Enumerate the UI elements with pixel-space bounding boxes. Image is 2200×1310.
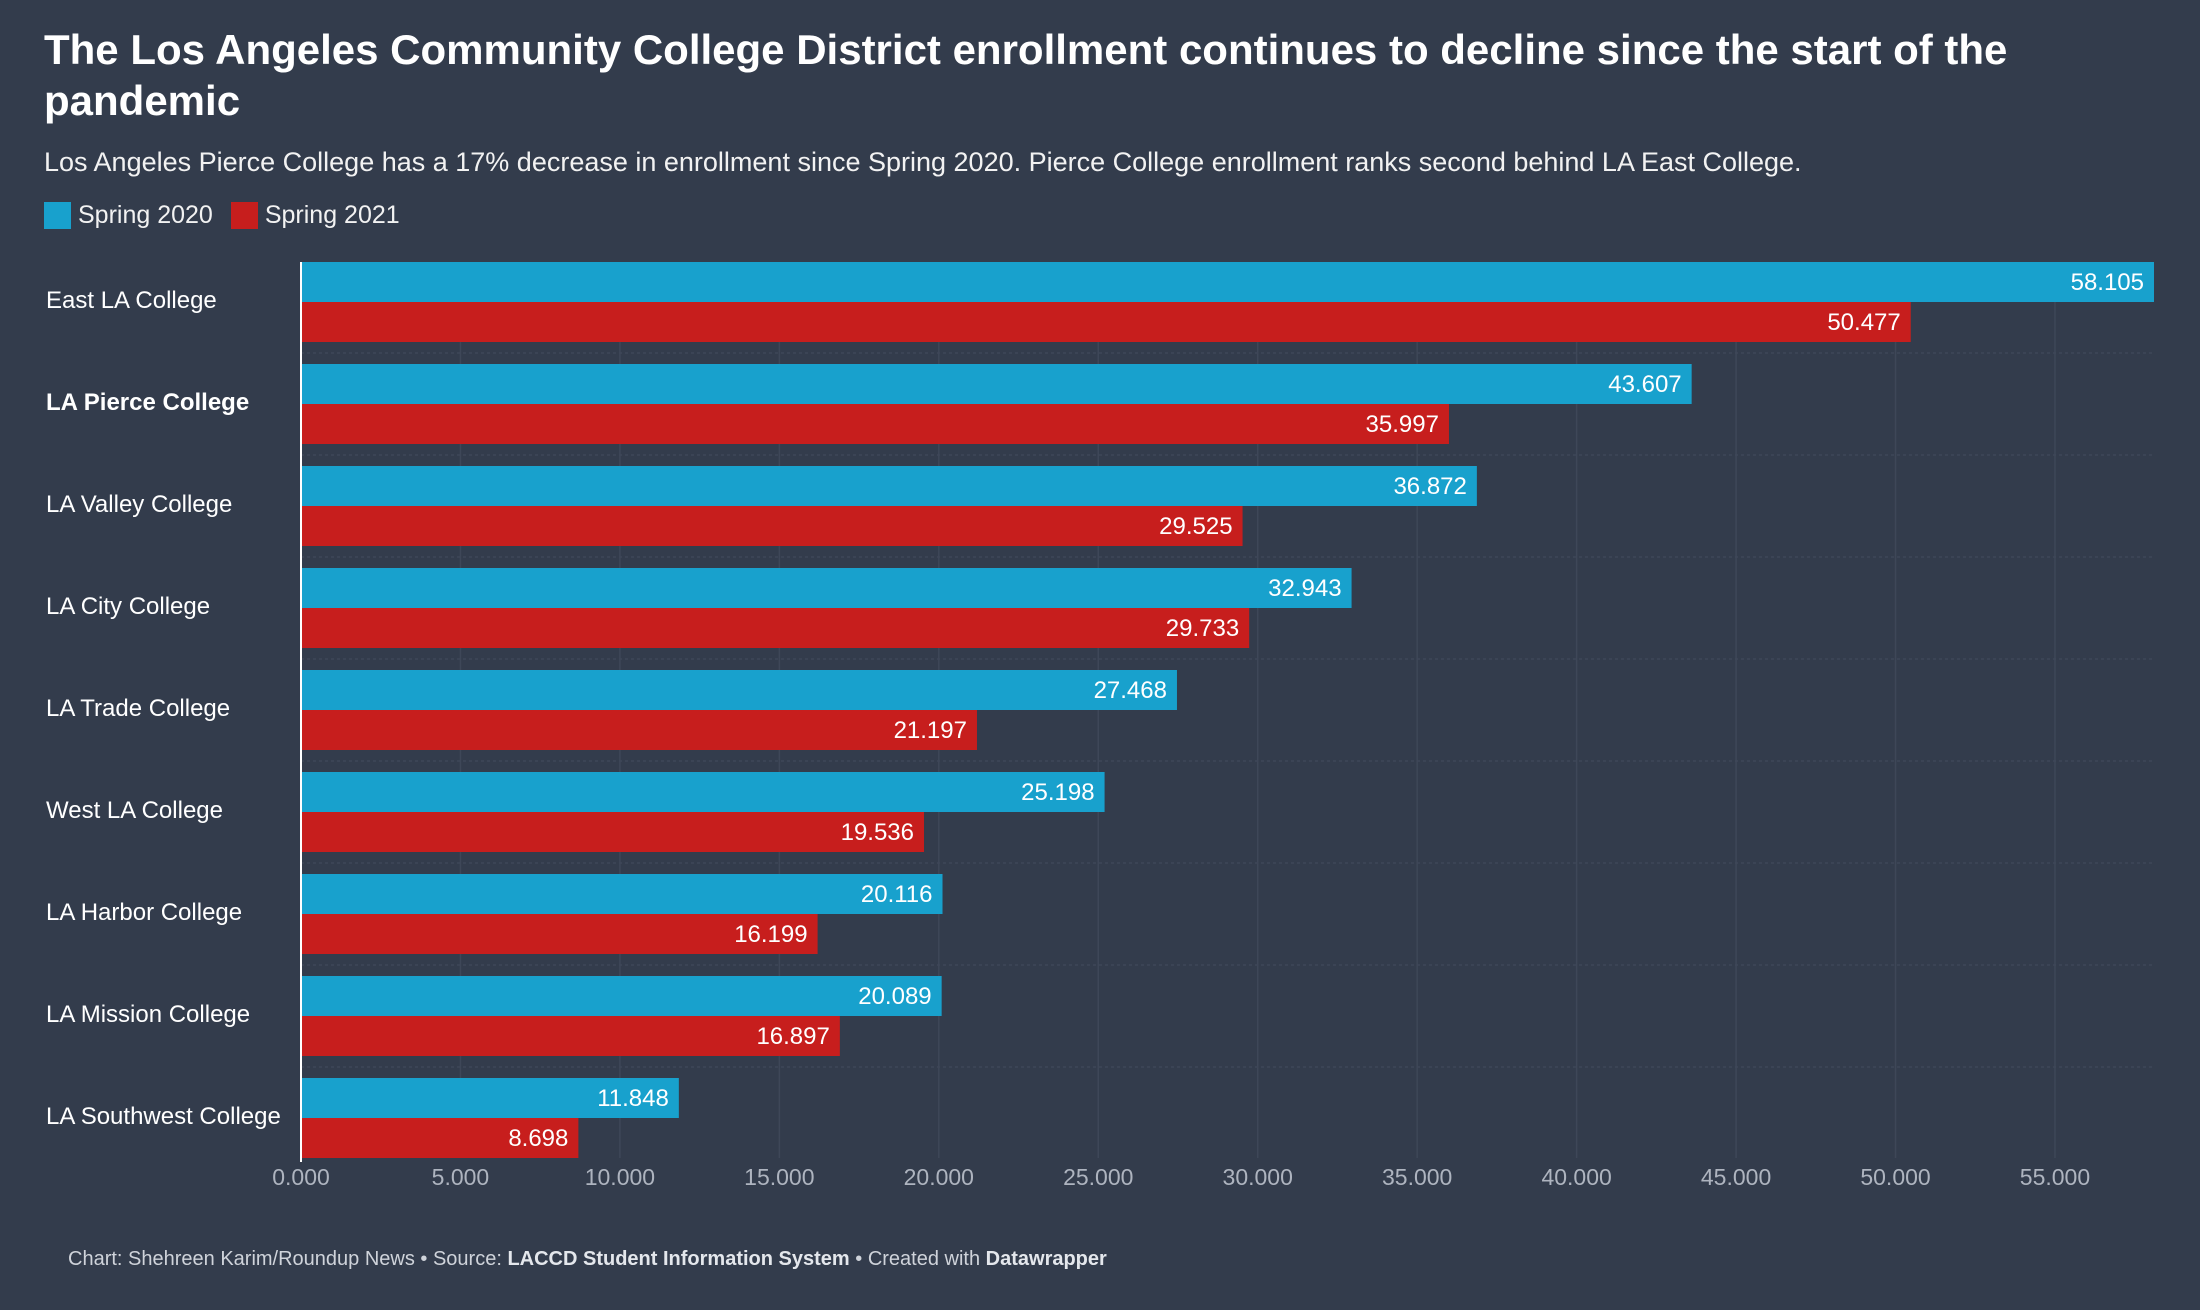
data-label-1-2: 29.525 <box>1159 513 1232 540</box>
bar-0-7 <box>301 976 942 1016</box>
chart-subtitle: Los Angeles Pierce College has a 17% dec… <box>44 147 1802 177</box>
legend-item-spring-2020: Spring 2020 <box>44 201 213 230</box>
data-label-1-0: 50.477 <box>1827 309 1900 336</box>
bar-1-3 <box>301 608 1250 648</box>
data-label-0-4: 27.468 <box>1094 677 1167 704</box>
x-tick-label-7: 35.000 <box>1382 1164 1452 1190</box>
category-label-6: LA Harbor College <box>46 899 242 926</box>
legend-swatch-spring-2020 <box>44 202 71 229</box>
data-label-1-3: 29.733 <box>1166 615 1239 642</box>
bar-1-8 <box>301 1118 579 1158</box>
x-tick-label-11: 55.000 <box>2020 1164 2090 1190</box>
legend-item-spring-2021: Spring 2021 <box>230 201 400 230</box>
legend-label-spring-2020: Spring 2020 <box>78 201 213 229</box>
x-tick-label-0: 0.000 <box>272 1164 330 1190</box>
category-label-1: LA Pierce College <box>46 389 249 416</box>
data-label-1-4: 21.197 <box>894 717 967 744</box>
data-label-0-7: 20.089 <box>858 983 931 1010</box>
x-tick-label-2: 10.000 <box>585 1164 655 1190</box>
category-label-2: LA Valley College <box>46 491 232 518</box>
bar-0-2 <box>301 466 1477 506</box>
legend-label-spring-2021: Spring 2021 <box>264 201 400 229</box>
data-label-0-0: 58.105 <box>2071 269 2144 296</box>
category-label-8: LA Southwest College <box>46 1103 281 1130</box>
data-label-1-5: 19.536 <box>841 819 914 846</box>
data-label-0-6: 20.116 <box>861 881 933 908</box>
legend-swatch-spring-2021 <box>230 202 258 229</box>
chart-footer: Chart: Shehreen Karim/Roundup News • Sou… <box>68 1248 1107 1271</box>
x-tick-label-1: 5.000 <box>432 1164 490 1190</box>
bar-0-1 <box>301 364 1692 404</box>
x-tick-label-6: 30.000 <box>1223 1164 1293 1190</box>
footer-source: LACCD Student Information System <box>507 1248 850 1270</box>
bar-1-6 <box>301 914 818 954</box>
footer-tool: Datawrapper <box>985 1248 1107 1270</box>
footer-created: • Created with <box>849 1248 986 1270</box>
data-label-0-3: 32.943 <box>1268 575 1341 602</box>
category-label-5: West LA College <box>46 797 223 824</box>
data-label-1-7: 16.897 <box>756 1023 829 1050</box>
category-label-0: East LA College <box>46 287 217 314</box>
bar-1-5 <box>301 812 925 852</box>
bar-1-1 <box>301 404 1449 444</box>
bar-1-4 <box>301 710 977 750</box>
data-label-0-8: 11.848 <box>597 1085 669 1112</box>
data-label-0-1: 43.607 <box>1608 371 1681 398</box>
bar-0-8 <box>301 1078 679 1118</box>
data-label-1-6: 16.199 <box>734 921 807 948</box>
bar-0-0 <box>301 262 2154 302</box>
data-label-0-2: 36.872 <box>1393 473 1466 500</box>
category-label-3: LA City College <box>46 593 210 620</box>
x-tick-label-5: 25.000 <box>1063 1164 1133 1190</box>
x-tick-label-4: 20.000 <box>904 1164 974 1190</box>
x-tick-label-9: 45.000 <box>1701 1164 1771 1190</box>
bar-0-5 <box>301 772 1105 812</box>
bar-1-2 <box>301 506 1243 546</box>
bar-0-3 <box>301 568 1352 608</box>
bar-1-0 <box>301 302 1911 342</box>
bar-1-7 <box>301 1016 840 1056</box>
data-label-1-8: 8.698 <box>508 1125 568 1152</box>
data-label-0-5: 25.198 <box>1021 779 1094 806</box>
legend: Spring 2020 Spring 2021 <box>44 201 418 230</box>
x-tick-label-8: 40.000 <box>1541 1164 1611 1190</box>
x-tick-label-10: 50.000 <box>1860 1164 1930 1190</box>
data-label-1-1: 35.997 <box>1366 411 1439 438</box>
category-label-4: LA Trade College <box>46 695 230 722</box>
x-tick-label-3: 15.000 <box>744 1164 814 1190</box>
bar-0-6 <box>301 874 943 914</box>
footer-credit: Chart: Shehreen Karim/Roundup News • Sou… <box>68 1248 508 1270</box>
bar-0-4 <box>301 670 1177 710</box>
chart-title: The Los Angeles Community College Distri… <box>44 26 2008 124</box>
category-label-7: LA Mission College <box>46 1001 250 1028</box>
